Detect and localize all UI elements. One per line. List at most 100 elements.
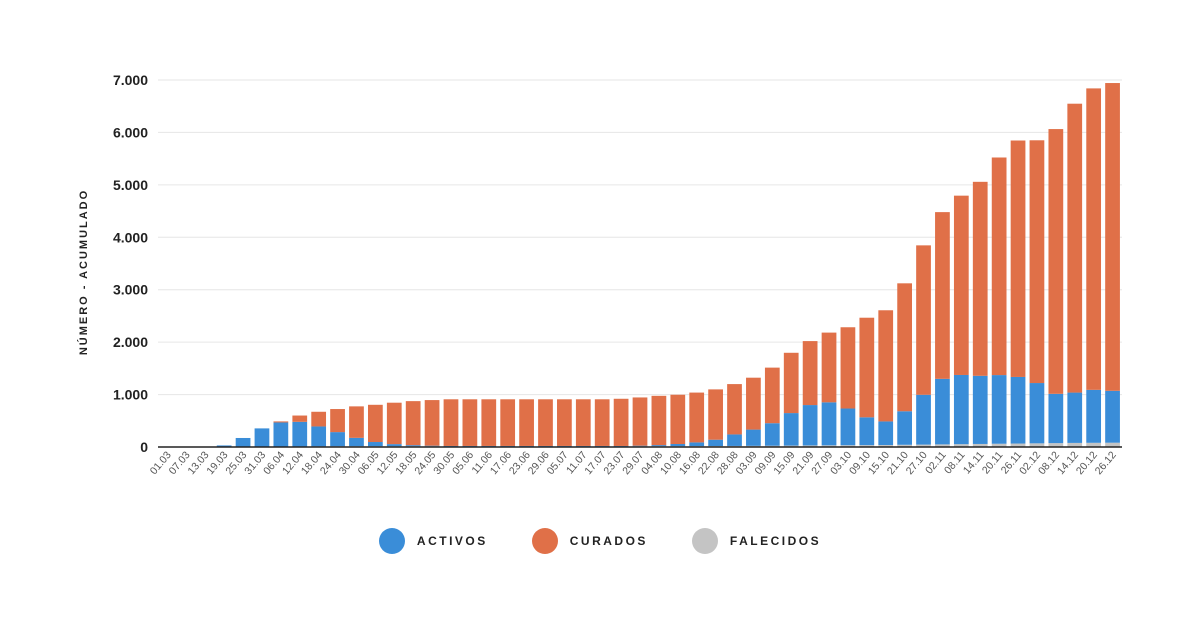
bar-curados bbox=[1010, 140, 1026, 377]
bar-activos bbox=[462, 445, 478, 447]
bar-curados bbox=[538, 399, 553, 446]
bar-curados bbox=[859, 317, 875, 418]
bar-curados bbox=[405, 401, 421, 446]
bar-curados bbox=[273, 421, 289, 423]
bar-curados bbox=[651, 395, 667, 446]
bar-curados bbox=[613, 398, 629, 446]
bar-activos bbox=[519, 445, 534, 447]
bar-curados bbox=[1048, 129, 1064, 394]
bar-falecidos bbox=[1029, 443, 1045, 447]
x-tick-label: 05.07 bbox=[545, 449, 571, 477]
bar-curados bbox=[764, 367, 780, 424]
bar-activos bbox=[575, 445, 591, 447]
bar-activos bbox=[878, 421, 894, 445]
bar-activos bbox=[764, 423, 780, 446]
bar-activos bbox=[330, 432, 345, 447]
bar-activos bbox=[349, 437, 364, 447]
legend-label: CURADOS bbox=[569, 534, 648, 548]
y-axis-label: NÚMERO - ACUMULADO bbox=[77, 189, 90, 355]
y-tick-label: 6.000 bbox=[113, 124, 148, 140]
y-axis-ticks: 0 1.000 2.000 3.000 4.000 5.000 6.000 7.000 bbox=[113, 72, 148, 455]
bar-falecidos bbox=[821, 445, 837, 447]
bar-activos bbox=[935, 378, 950, 445]
bar-curados bbox=[386, 402, 402, 445]
bars bbox=[197, 83, 1120, 448]
bar-activos bbox=[1029, 383, 1045, 444]
bar-activos bbox=[651, 445, 667, 447]
bar-falecidos bbox=[1010, 443, 1026, 447]
bar-curados bbox=[689, 392, 705, 443]
bar-activos bbox=[500, 445, 516, 447]
bar-activos bbox=[405, 445, 421, 447]
x-axis-ticks: 01.0307.0313.0319.0325.0331.0306.0412.04… bbox=[148, 449, 1119, 477]
bar-activos bbox=[368, 442, 383, 447]
bar-activos bbox=[538, 445, 553, 447]
bar-activos bbox=[991, 375, 1007, 444]
bar-falecidos bbox=[1048, 443, 1064, 447]
bar-activos bbox=[235, 437, 251, 447]
bar-curados bbox=[1086, 88, 1102, 390]
bar-activos bbox=[859, 417, 875, 446]
bar-curados bbox=[1067, 103, 1083, 393]
legend-swatch-activos bbox=[378, 528, 405, 554]
bar-curados bbox=[840, 327, 856, 409]
bar-activos bbox=[972, 375, 988, 444]
bar-curados bbox=[972, 181, 988, 376]
legend-swatch-falecidos bbox=[691, 528, 718, 554]
y-tick-label: 4.000 bbox=[113, 229, 148, 245]
bar-activos bbox=[1010, 376, 1026, 444]
bar-curados bbox=[670, 394, 686, 445]
bar-falecidos bbox=[802, 445, 818, 447]
bar-curados bbox=[349, 406, 364, 438]
bar-falecidos bbox=[840, 445, 856, 447]
bar-falecidos bbox=[859, 445, 875, 447]
legend: ACTIVOS CURADOS FALECIDOS bbox=[0, 528, 1200, 554]
bar-activos bbox=[1086, 389, 1102, 443]
gridlines bbox=[158, 79, 1122, 396]
bar-curados bbox=[424, 400, 440, 446]
bar-falecidos bbox=[916, 444, 931, 447]
bar-activos bbox=[424, 445, 440, 447]
bar-falecidos bbox=[935, 444, 950, 447]
bar-activos bbox=[821, 402, 837, 446]
legend-item-curados: CURADOS bbox=[531, 528, 648, 554]
bar-falecidos bbox=[1067, 442, 1083, 447]
bar-curados bbox=[727, 384, 742, 435]
bar-activos bbox=[783, 413, 799, 446]
bar-activos bbox=[1105, 390, 1120, 443]
bar-activos bbox=[481, 445, 497, 447]
bar-curados bbox=[953, 195, 969, 375]
bar-activos bbox=[897, 411, 912, 445]
bar-falecidos bbox=[1086, 442, 1102, 447]
bar-curados bbox=[746, 377, 761, 430]
bar-curados bbox=[557, 399, 572, 446]
bar-curados bbox=[821, 332, 837, 403]
bar-activos bbox=[557, 445, 572, 447]
x-tick-label: 27.10 bbox=[904, 449, 930, 477]
bar-curados bbox=[878, 310, 894, 422]
y-tick-label: 2.000 bbox=[113, 334, 148, 350]
bar-activos bbox=[916, 394, 931, 445]
bar-activos bbox=[443, 445, 459, 447]
bar-activos bbox=[802, 405, 818, 446]
legend-item-activos: ACTIVOS bbox=[378, 528, 488, 554]
bar-curados bbox=[443, 399, 459, 446]
y-tick-label: 1.000 bbox=[113, 387, 148, 403]
bar-falecidos bbox=[1105, 442, 1120, 447]
bar-activos bbox=[292, 421, 308, 447]
bar-curados bbox=[292, 415, 308, 422]
bar-activos bbox=[311, 426, 327, 447]
bar-falecidos bbox=[991, 443, 1007, 447]
bar-activos bbox=[953, 374, 969, 445]
bar-falecidos bbox=[897, 444, 912, 447]
bar-curados bbox=[632, 397, 648, 446]
y-tick-label: 0 bbox=[140, 439, 148, 455]
bar-curados bbox=[1029, 140, 1045, 384]
bar-activos bbox=[746, 429, 761, 446]
bar-activos bbox=[216, 445, 232, 447]
bar-curados bbox=[916, 245, 931, 395]
bar-activos bbox=[613, 445, 629, 447]
bar-curados bbox=[575, 399, 591, 446]
bar-falecidos bbox=[878, 445, 894, 447]
